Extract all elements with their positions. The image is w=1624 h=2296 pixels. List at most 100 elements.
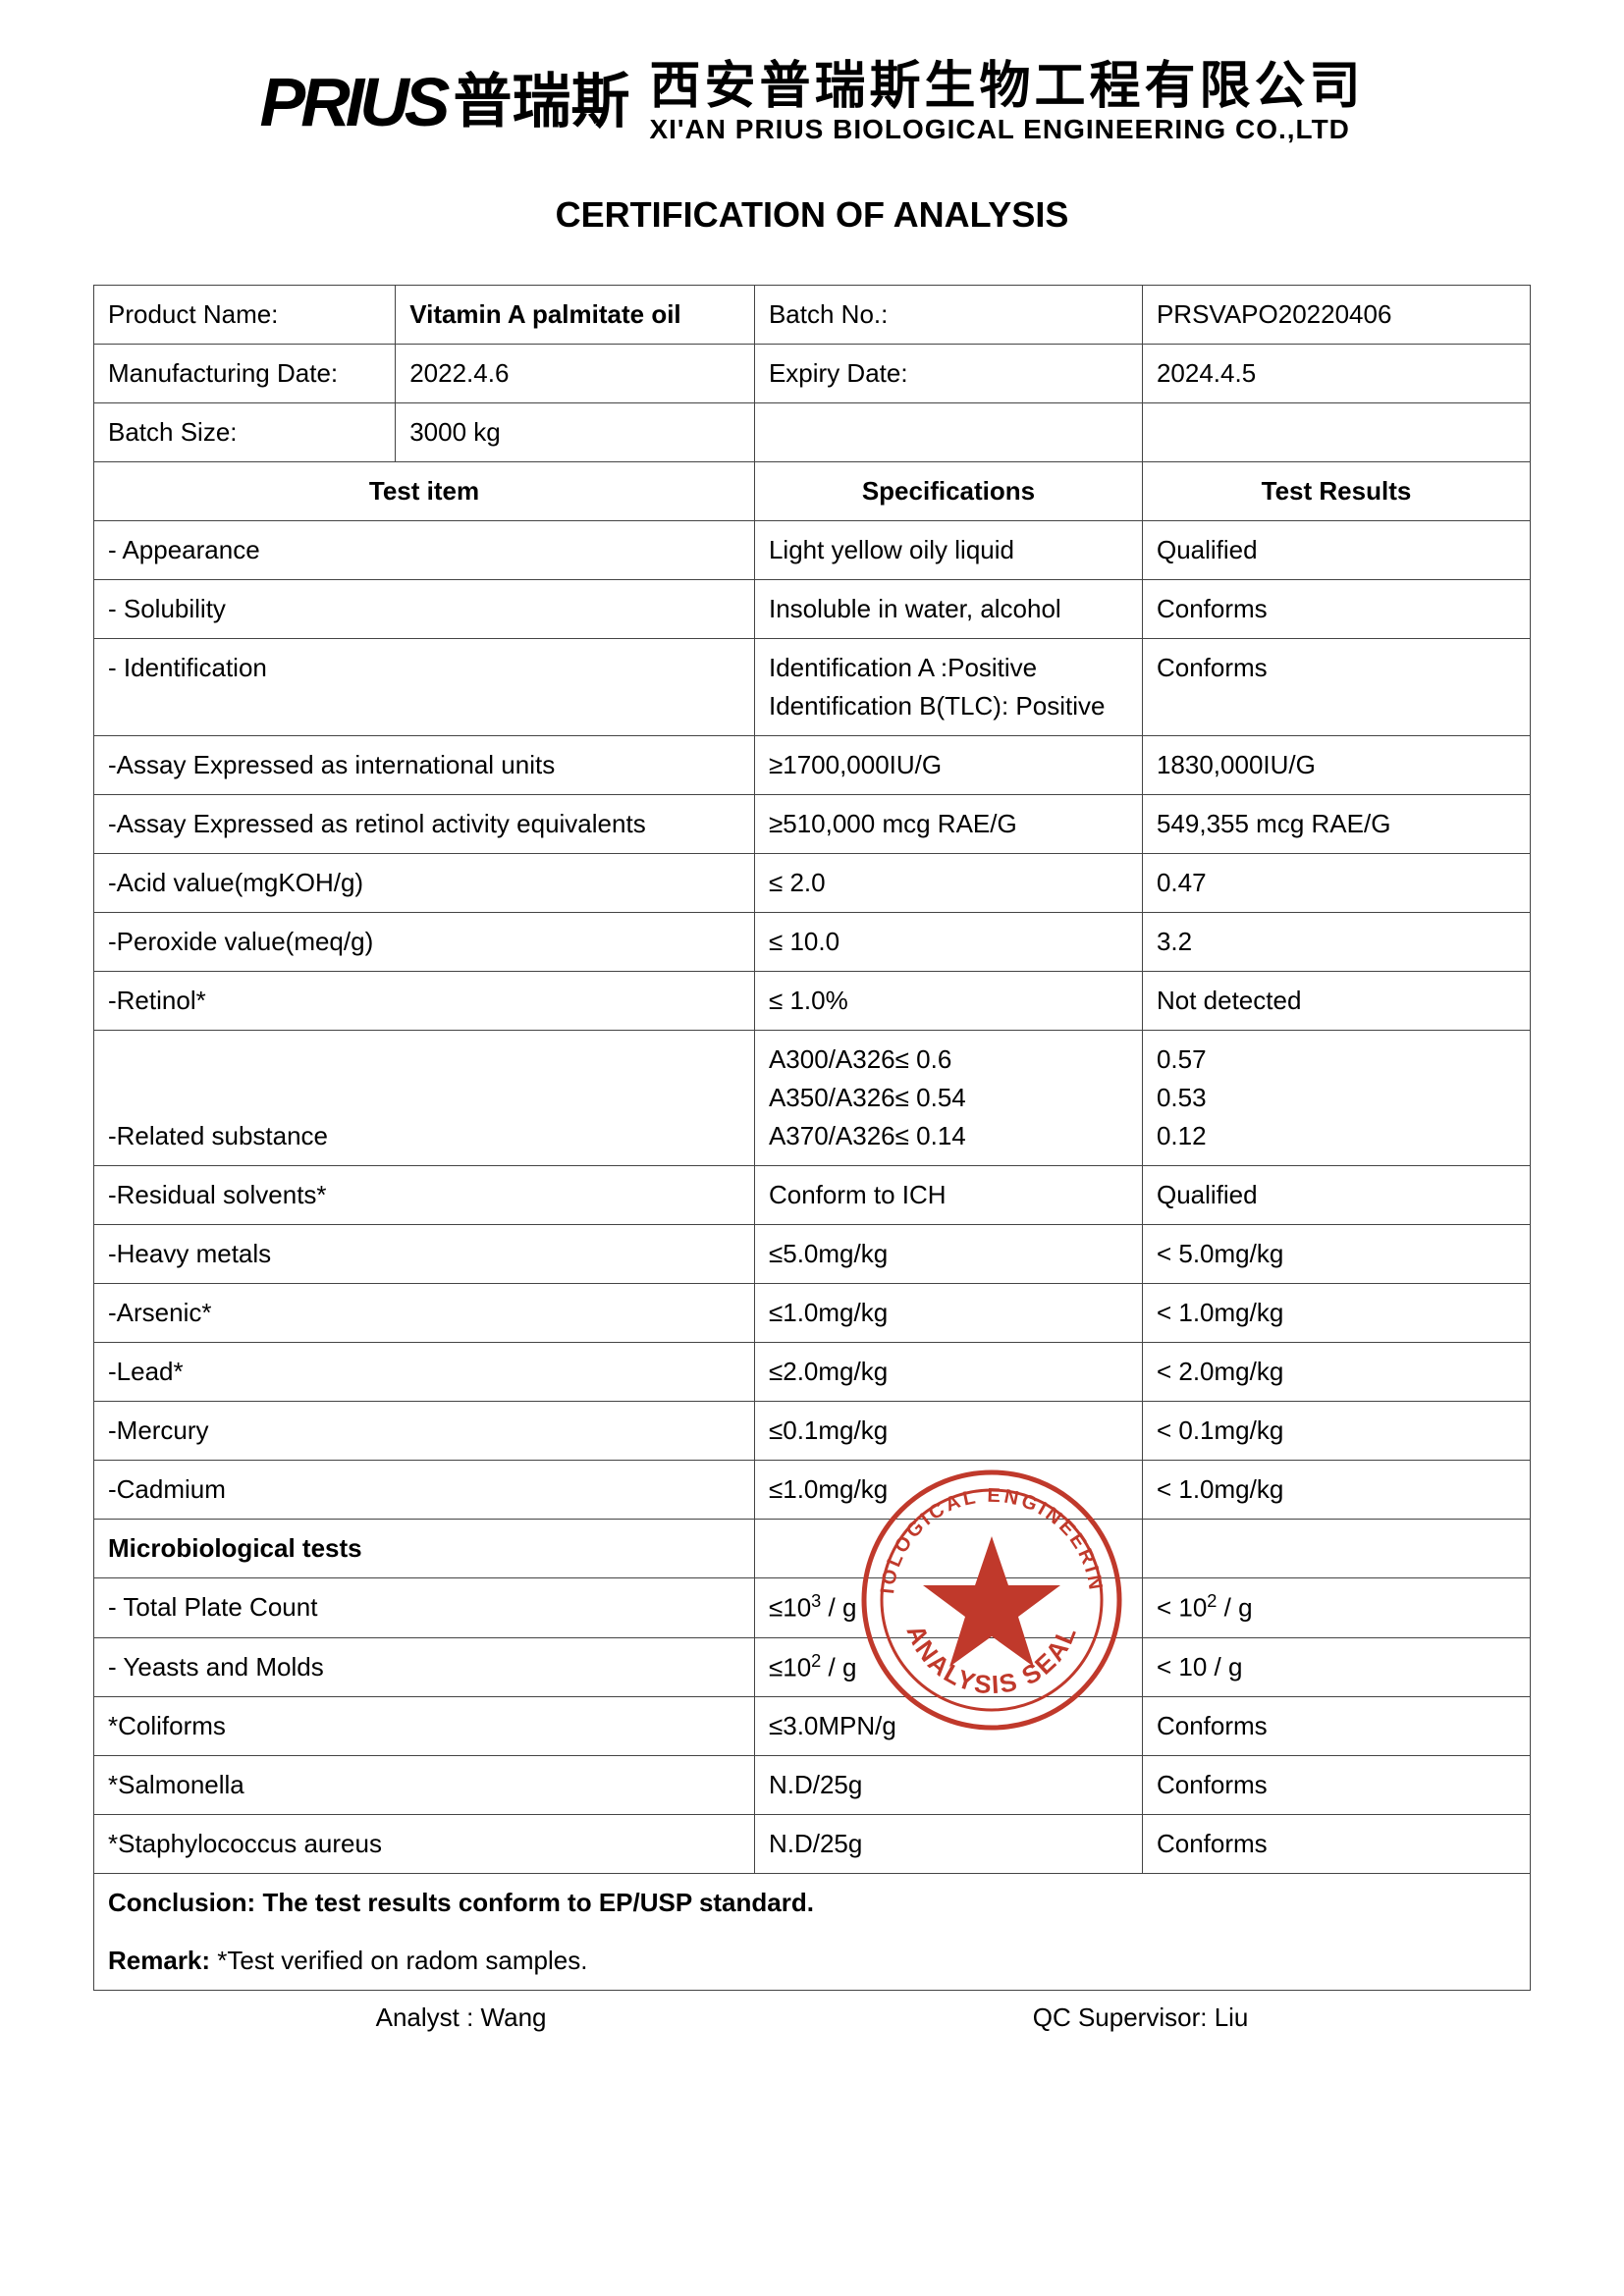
spec-cell: ≥510,000 mcg RAE/G [754, 794, 1142, 853]
result-cell: Conforms [1142, 1756, 1530, 1815]
qc-block: QC Supervisor: Liu [1033, 2002, 1249, 2033]
test-row: - AppearanceLight yellow oily liquidQual… [94, 520, 1531, 579]
result-cell: < 5.0mg/kg [1142, 1224, 1530, 1283]
test-item-cell: *Coliforms [94, 1697, 755, 1756]
column-headers: Test item Specifications Test Results [94, 461, 1531, 520]
spec-cell: ≤102 / g [754, 1637, 1142, 1697]
test-item-cell: -Retinol* [94, 971, 755, 1030]
info-row-2: Manufacturing Date: 2022.4.6 Expiry Date… [94, 344, 1531, 402]
spec-cell: Insoluble in water, alcohol [754, 579, 1142, 638]
test-item-cell: -Lead* [94, 1342, 755, 1401]
test-item-cell: -Related substance [94, 1030, 755, 1165]
test-item-cell: - Appearance [94, 520, 755, 579]
batch-no-value: PRSVAPO20220406 [1142, 285, 1530, 344]
remark-label: Remark: [108, 1946, 210, 1975]
batch-size-value: 3000 kg [396, 402, 755, 461]
spec-cell: N.D/25g [754, 1815, 1142, 1874]
test-row: -Mercury≤0.1mg/kg< 0.1mg/kg [94, 1401, 1531, 1460]
qc-name: Liu [1215, 2002, 1249, 2032]
spec-cell: Conform to ICH [754, 1165, 1142, 1224]
result-cell: < 1.0mg/kg [1142, 1460, 1530, 1519]
spec-cell: ≤1.0mg/kg [754, 1460, 1142, 1519]
test-item-cell: -Assay Expressed as retinol activity equ… [94, 794, 755, 853]
test-row: Microbiological tests [94, 1519, 1531, 1577]
test-item-cell: -Peroxide value(meq/g) [94, 912, 755, 971]
result-cell: 1830,000IU/G [1142, 735, 1530, 794]
result-cell: 0.57 0.53 0.12 [1142, 1030, 1530, 1165]
test-row: -Arsenic*≤1.0mg/kg< 1.0mg/kg [94, 1283, 1531, 1342]
test-rows-body: - AppearanceLight yellow oily liquidQual… [94, 520, 1531, 1873]
test-item-cell: -Cadmium [94, 1460, 755, 1519]
test-row: *Coliforms≤3.0MPN/gConforms [94, 1697, 1531, 1756]
conclusion-text: The test results conform to EP/USP stand… [255, 1888, 814, 1917]
logo-icon: PRIUS [260, 63, 446, 141]
info-row-1: Product Name: Vitamin A palmitate oil Ba… [94, 285, 1531, 344]
spec-cell: ≤103 / g [754, 1577, 1142, 1637]
result-cell: < 2.0mg/kg [1142, 1342, 1530, 1401]
spec-cell: ≥1700,000IU/G [754, 735, 1142, 794]
mfg-date-label: Manufacturing Date: [94, 344, 396, 402]
result-cell: Conforms [1142, 638, 1530, 735]
expiry-label: Expiry Date: [754, 344, 1142, 402]
logo-chinese: 普瑞斯 [453, 73, 629, 132]
spec-cell: ≤ 1.0% [754, 971, 1142, 1030]
test-row: - Total Plate Count≤103 / g< 102 / g [94, 1577, 1531, 1637]
expiry-value: 2024.4.5 [1142, 344, 1530, 402]
coa-table: Product Name: Vitamin A palmitate oil Ba… [93, 285, 1531, 1991]
result-cell: Not detected [1142, 971, 1530, 1030]
company-name-block: 西安普瑞斯生物工程有限公司 XI'AN PRIUS BIOLOGICAL ENG… [649, 59, 1364, 145]
test-row: -Lead*≤2.0mg/kg< 2.0mg/kg [94, 1342, 1531, 1401]
conclusion-label: Conclusion: [108, 1888, 255, 1917]
test-item-cell: -Heavy metals [94, 1224, 755, 1283]
test-item-cell: -Residual solvents* [94, 1165, 755, 1224]
test-item-cell: - Identification [94, 638, 755, 735]
logo-block: PRIUS 普瑞斯 [260, 63, 630, 141]
spec-cell: ≤3.0MPN/g [754, 1697, 1142, 1756]
result-cell: 0.47 [1142, 853, 1530, 912]
batch-size-label: Batch Size: [94, 402, 396, 461]
signature-line: Analyst : Wang QC Supervisor: Liu [93, 2002, 1531, 2033]
test-item-cell: Microbiological tests [94, 1519, 755, 1577]
test-item-cell: - Total Plate Count [94, 1577, 755, 1637]
info-row-3: Batch Size: 3000 kg [94, 402, 1531, 461]
spec-cell: Light yellow oily liquid [754, 520, 1142, 579]
test-row: -Assay Expressed as international units≥… [94, 735, 1531, 794]
conclusion-row: Conclusion: The test results conform to … [94, 1874, 1531, 1933]
test-row: *SalmonellaN.D/25gConforms [94, 1756, 1531, 1815]
test-row: -Cadmium≤1.0mg/kg< 1.0mg/kg [94, 1460, 1531, 1519]
result-cell: Conforms [1142, 579, 1530, 638]
empty-cell [1142, 402, 1530, 461]
test-item-cell: -Arsenic* [94, 1283, 755, 1342]
test-row: -Assay Expressed as retinol activity equ… [94, 794, 1531, 853]
test-row: -Residual solvents*Conform to ICHQualifi… [94, 1165, 1531, 1224]
product-name-value: Vitamin A palmitate oil [396, 285, 755, 344]
document-title: CERTIFICATION OF ANALYSIS [93, 194, 1531, 236]
batch-no-label: Batch No.: [754, 285, 1142, 344]
test-row: *Staphylococcus aureusN.D/25gConforms [94, 1815, 1531, 1874]
spec-cell: ≤5.0mg/kg [754, 1224, 1142, 1283]
test-item-cell: -Acid value(mgKOH/g) [94, 853, 755, 912]
result-cell: Qualified [1142, 520, 1530, 579]
test-row: -Heavy metals≤5.0mg/kg< 5.0mg/kg [94, 1224, 1531, 1283]
test-row: - Yeasts and Molds≤102 / g< 10 / g [94, 1637, 1531, 1697]
header-test-results: Test Results [1142, 461, 1530, 520]
result-cell: 3.2 [1142, 912, 1530, 971]
spec-cell: ≤1.0mg/kg [754, 1283, 1142, 1342]
test-item-cell: -Mercury [94, 1401, 755, 1460]
mfg-date-value: 2022.4.6 [396, 344, 755, 402]
test-row: -Peroxide value(meq/g)≤ 10.03.2 [94, 912, 1531, 971]
analyst-block: Analyst : Wang [376, 2002, 547, 2033]
result-cell: < 102 / g [1142, 1577, 1530, 1637]
product-name-label: Product Name: [94, 285, 396, 344]
spec-cell: N.D/25g [754, 1756, 1142, 1815]
remark-row: Remark: *Test verified on radom samples. [94, 1932, 1531, 1991]
spec-cell: Identification A :Positive Identificatio… [754, 638, 1142, 735]
test-row: -Acid value(mgKOH/g)≤ 2.00.47 [94, 853, 1531, 912]
test-item-cell: *Salmonella [94, 1756, 755, 1815]
analyst-name: Wang [481, 2002, 547, 2032]
result-cell: Conforms [1142, 1697, 1530, 1756]
spec-cell [754, 1519, 1142, 1577]
company-header: PRIUS 普瑞斯 西安普瑞斯生物工程有限公司 XI'AN PRIUS BIOL… [93, 59, 1531, 145]
analyst-label: Analyst : [376, 2002, 481, 2032]
spec-cell: ≤ 10.0 [754, 912, 1142, 971]
